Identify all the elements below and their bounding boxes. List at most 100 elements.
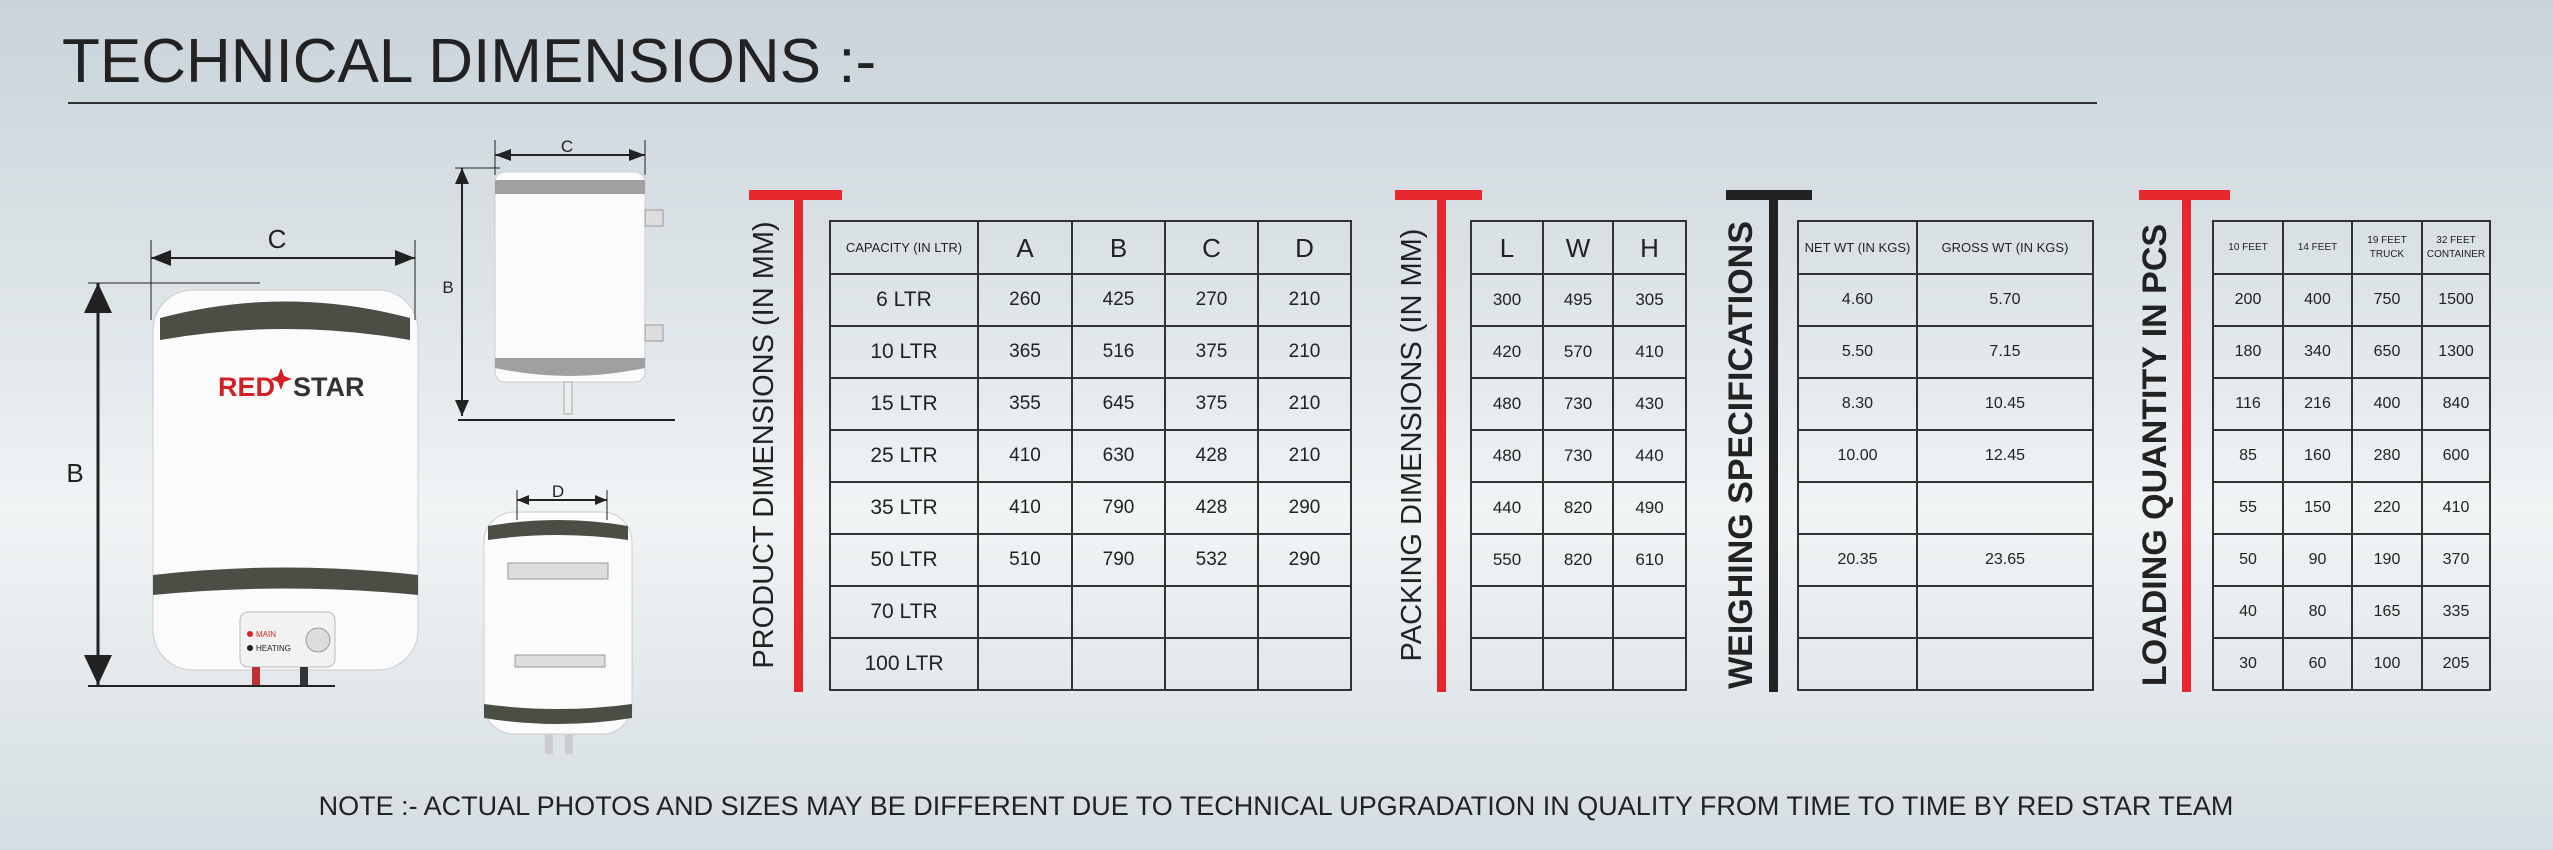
table-row [1797, 481, 2094, 535]
table-cell [1797, 481, 1918, 535]
table-cell [1916, 637, 2094, 691]
column-header: B [1071, 220, 1166, 275]
table-cell [1164, 585, 1259, 639]
table-row: 200 400 750 1500 [2212, 273, 2491, 327]
table-cell [1470, 585, 1544, 639]
table-cell: 340 [2282, 325, 2353, 379]
table-row [1470, 637, 1687, 691]
table-cell: 610 [1612, 533, 1687, 587]
table-cell: 365 [977, 325, 1073, 379]
table-cell: 70 LTR [829, 585, 979, 639]
table-cell [1164, 637, 1259, 691]
table-cell: 210 [1257, 377, 1352, 431]
table-cell: 480 [1470, 377, 1544, 431]
table-row: 440 820 490 [1470, 481, 1687, 535]
table-cell: 10 LTR [829, 325, 979, 379]
table-cell: 80 [2282, 585, 2353, 639]
table-cell: 820 [1542, 481, 1614, 535]
table-cell: 650 [2351, 325, 2423, 379]
table-row: 40 80 165 335 [2212, 585, 2491, 639]
table-cell: 425 [1071, 273, 1166, 327]
section-heading: WEIGHING SPECIFICATIONS [1722, 221, 1760, 689]
table-cell: 15 LTR [829, 377, 979, 431]
table-cell: 270 [1164, 273, 1259, 327]
table-cell: 216 [2282, 377, 2353, 431]
brand-red: RED [218, 372, 275, 402]
table-cell: 410 [1612, 325, 1687, 379]
table-row: 5.50 7.15 [1797, 325, 2094, 379]
table-cell: 35 LTR [829, 481, 979, 535]
dimension-label: B [442, 278, 453, 297]
column-header: 14 FEET [2282, 220, 2353, 275]
table-cell: 645 [1071, 377, 1166, 431]
table-cell: 50 LTR [829, 533, 979, 587]
table-row: 116 216 400 840 [2212, 377, 2491, 431]
table-cell: 85 [2212, 429, 2284, 483]
dimension-label: C [561, 137, 573, 156]
table-cell: 495 [1542, 273, 1614, 327]
table-cell: 410 [977, 481, 1073, 535]
table-cell: 510 [977, 533, 1073, 587]
weighing-table: NET WT (IN KGS) GROSS WT (IN KGS) 4.60 5.70… [1797, 220, 2094, 691]
table-row: 420 570 410 [1470, 325, 1687, 379]
switch-label: HEATING [256, 644, 291, 653]
column-header: CAPACITY (IN LTR) [829, 220, 979, 275]
table-cell [1542, 585, 1614, 639]
column-header: D [1257, 220, 1352, 275]
table-cell: 355 [977, 377, 1073, 431]
table-cell: 55 [2212, 481, 2284, 535]
table-cell [1797, 637, 1918, 691]
table-cell: 375 [1164, 377, 1259, 431]
table-cell: 10.45 [1916, 377, 2094, 431]
table-cell: 428 [1164, 429, 1259, 483]
table-row: 15 LTR 355 645 375 210 [829, 377, 1352, 431]
t-markers [749, 190, 2230, 692]
table-row: 50 LTR 510 790 532 290 [829, 533, 1352, 587]
column-header: 19 FEET TRUCK [2351, 220, 2423, 275]
column-header: C [1164, 220, 1259, 275]
column-header: A [977, 220, 1073, 275]
table-cell: 840 [2421, 377, 2491, 431]
table-cell [1542, 637, 1614, 691]
table-row [1797, 585, 2094, 639]
table-row: 6 LTR 260 425 270 210 [829, 273, 1352, 327]
table-cell: 300 [1470, 273, 1544, 327]
table-cell [977, 637, 1073, 691]
table-cell: 10.00 [1797, 429, 1918, 483]
table-cell [977, 585, 1073, 639]
column-header: NET WT (IN KGS) [1797, 220, 1918, 275]
table-cell: 730 [1542, 377, 1614, 431]
brand-dark: STAR [293, 372, 365, 402]
table-cell: 375 [1164, 325, 1259, 379]
column-header: H [1612, 220, 1687, 275]
table-cell: 305 [1612, 273, 1687, 327]
section-heading: PACKING DIMENSIONS (IN MM) [1396, 229, 1428, 662]
table-cell: 190 [2351, 533, 2423, 587]
table-row: 8.30 10.45 [1797, 377, 2094, 431]
table-cell: 516 [1071, 325, 1166, 379]
table-cell: 100 LTR [829, 637, 979, 691]
brand-star [270, 368, 292, 390]
table-cell: 290 [1257, 533, 1352, 587]
table-cell: 370 [2421, 533, 2491, 587]
main-heater [84, 240, 419, 687]
table-cell: 430 [1612, 377, 1687, 431]
table-cell: 150 [2282, 481, 2353, 535]
table-row: 4.60 5.70 [1797, 273, 2094, 327]
table-row: 10 LTR 365 516 375 210 [829, 325, 1352, 379]
table-cell: 420 [1470, 325, 1544, 379]
column-header: 10 FEET [2212, 220, 2284, 275]
table-cell: 12.45 [1916, 429, 2094, 483]
table-cell: 23.65 [1916, 533, 2094, 587]
table-cell [1071, 637, 1166, 691]
header-row: NET WT (IN KGS) GROSS WT (IN KGS) [1797, 220, 2094, 275]
table-row: 10.00 12.45 [1797, 429, 2094, 483]
table-row: 550 820 610 [1470, 533, 1687, 587]
table-cell: 6 LTR [829, 273, 979, 327]
table-cell: 480 [1470, 429, 1544, 483]
table-row: 100 LTR [829, 637, 1352, 691]
table-cell: 5.70 [1916, 273, 2094, 327]
section-heading: LOADING QUANTITY IN PCS [2136, 224, 2174, 686]
table-cell [1797, 585, 1918, 639]
